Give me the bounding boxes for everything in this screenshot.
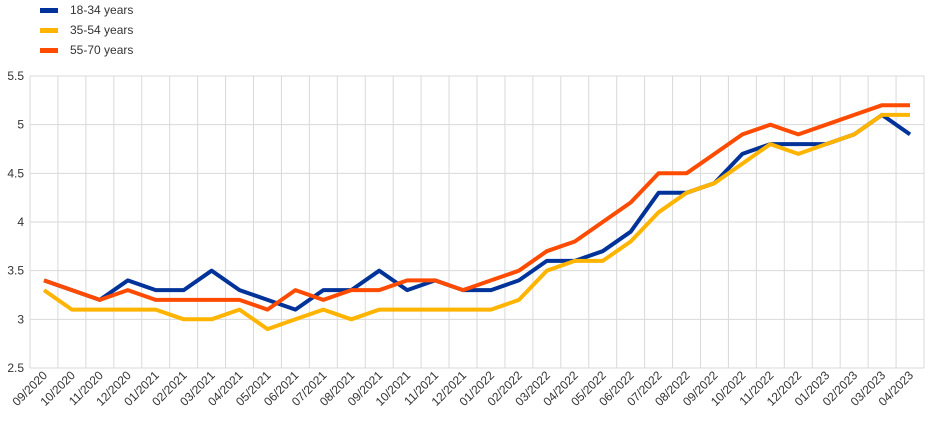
legend-label-35-54: 35-54 years	[70, 23, 134, 37]
legend-item-35-54: 35-54 years	[40, 20, 133, 40]
y-tick-label: 3	[17, 312, 24, 326]
series-line-2	[42, 112, 910, 332]
legend-swatch-35-54	[40, 27, 58, 33]
legend-label-18-34: 18-34 years	[70, 3, 134, 17]
legend-item-18-34: 18-34 years	[40, 0, 133, 20]
legend-item-55-70: 55-70 years	[40, 40, 133, 60]
legend-swatch-18-34	[40, 7, 58, 13]
y-tick-label: 4.5	[7, 166, 24, 180]
y-tick-label: 3.5	[7, 264, 24, 278]
y-tick-label: 4	[17, 215, 24, 229]
legend-label-55-70: 55-70 years	[70, 43, 134, 57]
y-tick-label: 5.5	[7, 69, 24, 83]
series-line-3	[43, 103, 910, 312]
y-tick-label: 5	[17, 118, 24, 132]
legend: 18-34 years 35-54 years 55-70 years	[40, 0, 133, 60]
y-tick-label: 2.5	[7, 361, 24, 375]
legend-swatch-55-70	[40, 47, 58, 53]
